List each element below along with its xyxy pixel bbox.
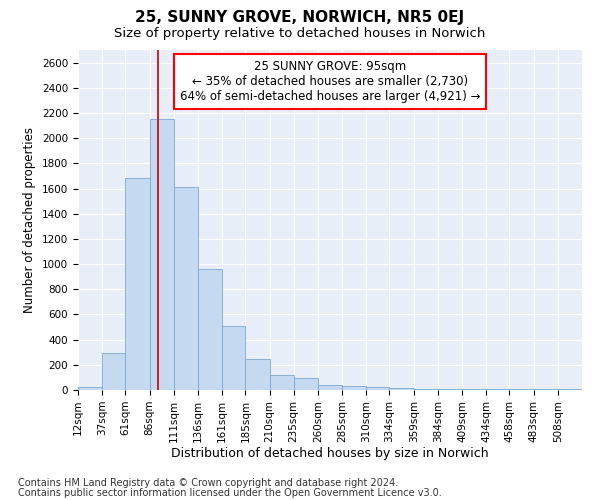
Bar bbox=[294, 378, 318, 390]
Bar bbox=[222, 326, 245, 390]
Bar bbox=[558, 388, 582, 390]
Bar bbox=[78, 388, 102, 390]
Bar bbox=[245, 359, 269, 390]
Text: Size of property relative to detached houses in Norwich: Size of property relative to detached ho… bbox=[115, 28, 485, 40]
Bar bbox=[125, 178, 149, 390]
Bar bbox=[318, 385, 342, 390]
Text: 25, SUNNY GROVE, NORWICH, NR5 0EJ: 25, SUNNY GROVE, NORWICH, NR5 0EJ bbox=[136, 10, 464, 25]
Bar bbox=[509, 389, 533, 390]
Bar bbox=[342, 386, 366, 390]
Bar bbox=[269, 375, 294, 390]
Text: 25 SUNNY GROVE: 95sqm
← 35% of detached houses are smaller (2,730)
64% of semi-d: 25 SUNNY GROVE: 95sqm ← 35% of detached … bbox=[180, 60, 480, 103]
Bar bbox=[149, 120, 174, 390]
Text: Contains public sector information licensed under the Open Government Licence v3: Contains public sector information licen… bbox=[18, 488, 442, 498]
X-axis label: Distribution of detached houses by size in Norwich: Distribution of detached houses by size … bbox=[171, 448, 489, 460]
Bar bbox=[389, 388, 413, 390]
Text: Contains HM Land Registry data © Crown copyright and database right 2024.: Contains HM Land Registry data © Crown c… bbox=[18, 478, 398, 488]
Bar bbox=[198, 269, 222, 390]
Y-axis label: Number of detached properties: Number of detached properties bbox=[23, 127, 37, 313]
Bar bbox=[366, 388, 389, 390]
Bar bbox=[438, 389, 462, 390]
Bar bbox=[102, 353, 125, 390]
Bar bbox=[413, 388, 438, 390]
Bar bbox=[174, 188, 198, 390]
